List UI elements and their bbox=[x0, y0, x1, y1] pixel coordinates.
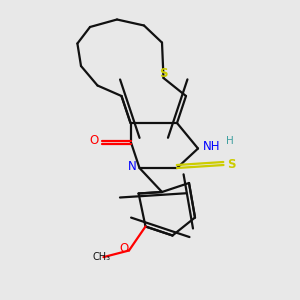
Text: NH: NH bbox=[203, 140, 220, 153]
Text: S: S bbox=[227, 158, 235, 172]
Text: O: O bbox=[90, 134, 99, 148]
Text: S: S bbox=[159, 67, 168, 80]
Text: O: O bbox=[120, 242, 129, 256]
Text: CH₃: CH₃ bbox=[93, 252, 111, 262]
Text: N: N bbox=[128, 160, 136, 173]
Text: H: H bbox=[226, 136, 233, 146]
